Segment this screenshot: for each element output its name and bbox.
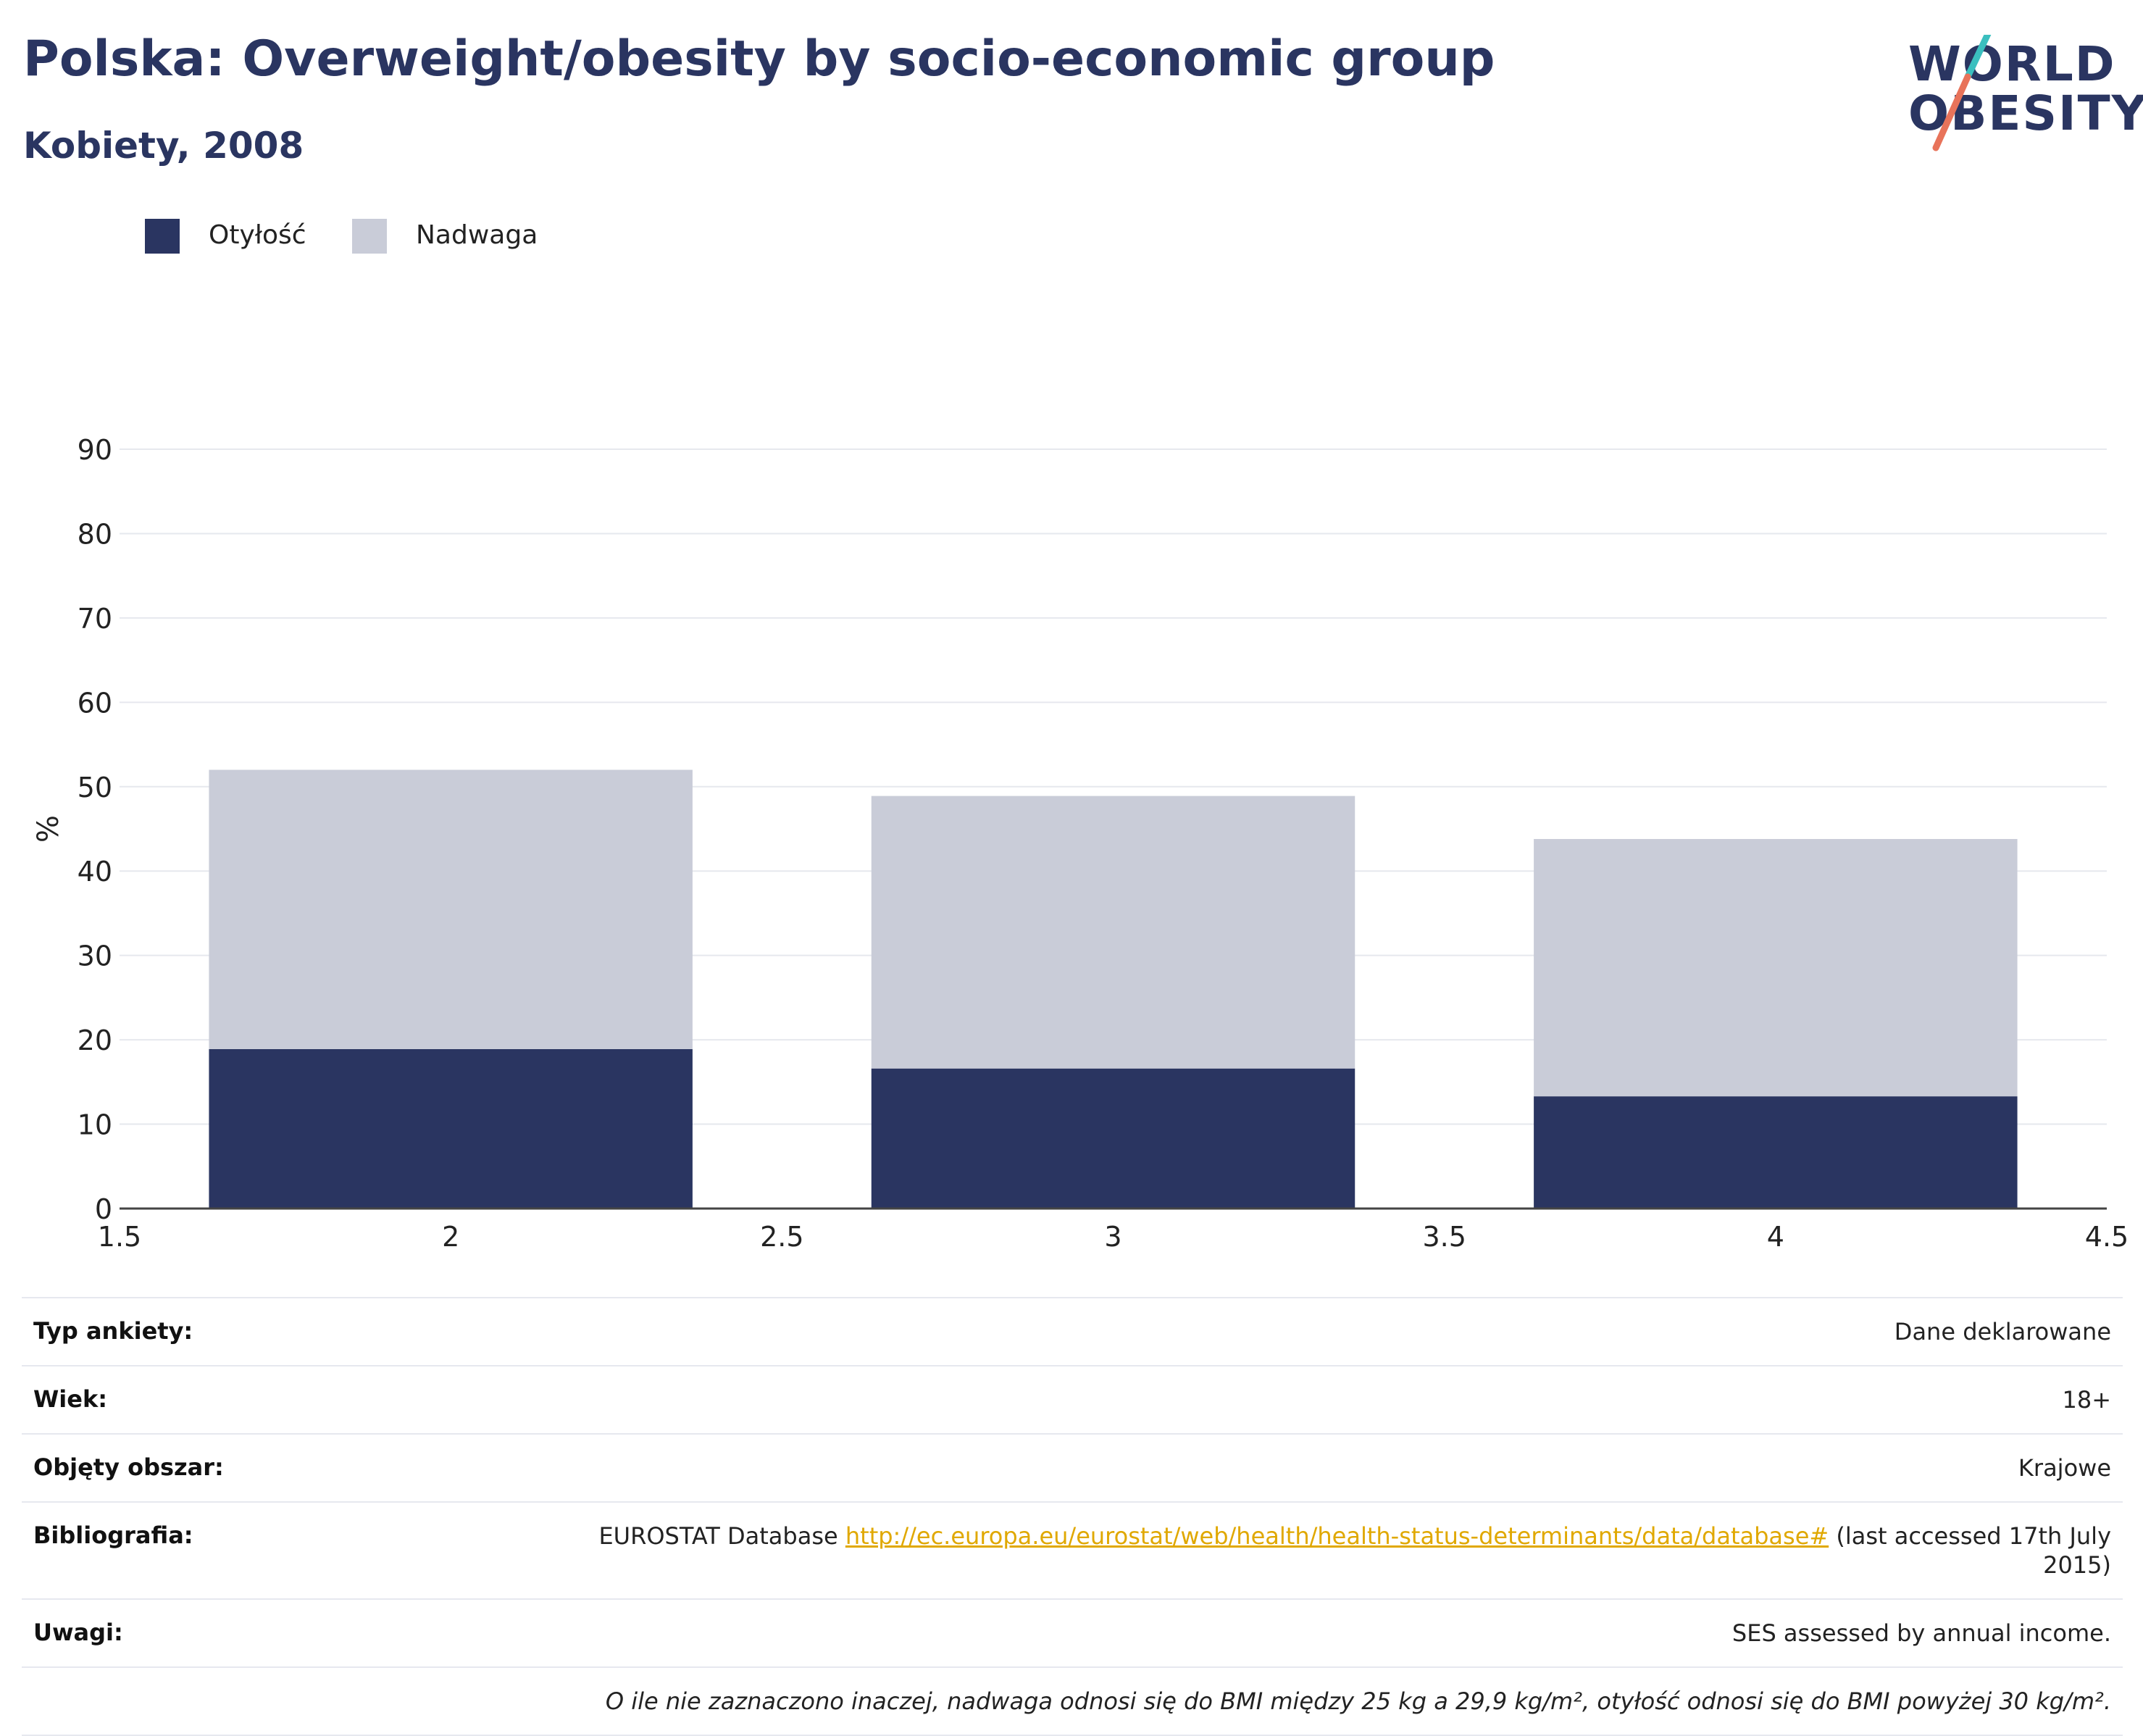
x-tick-label: 3 <box>1104 1221 1121 1253</box>
y-tick-label: 30 <box>78 940 112 972</box>
bar-overweight <box>209 769 693 1049</box>
info-value: SES assessed by annual income. <box>1731 1619 2111 1647</box>
logo-line-world: WORLD <box>1908 36 2116 92</box>
info-row-area: Objęty obszar: Krajowe <box>22 1433 2123 1501</box>
y-tick-label: 10 <box>78 1109 112 1141</box>
info-label: Uwagi: <box>33 1619 123 1646</box>
chart-title: Polska: Overweight/obesity by socio-econ… <box>23 30 1495 88</box>
info-value: Krajowe <box>2018 1454 2111 1482</box>
y-tick-label: 90 <box>78 434 112 466</box>
info-label: Objęty obszar: <box>33 1453 224 1481</box>
bar-obesity <box>209 1048 693 1209</box>
info-row-survey-type: Typ ankiety: Dane deklarowane <box>22 1297 2123 1365</box>
info-label: Wiek: <box>33 1385 108 1413</box>
x-tick-label: 1.5 <box>98 1221 141 1253</box>
y-tick-label: 50 <box>78 772 112 804</box>
bibliography-value: EUROSTAT Database http://ec.europa.eu/eu… <box>22 1503 2123 1598</box>
footnote: O ile nie zaznaczono inaczej, nadwaga od… <box>605 1687 2111 1715</box>
x-tick-label: 3.5 <box>1422 1221 1466 1253</box>
y-tick-label: 0 <box>95 1193 112 1225</box>
info-value: Dane deklarowane <box>1894 1318 2111 1345</box>
info-row-footnote: O ile nie zaznaczono inaczej, nadwaga od… <box>22 1666 2123 1735</box>
bar-obesity <box>1534 1096 2018 1209</box>
y-tick-label: 40 <box>78 856 112 888</box>
world-obesity-logo: WORLD OBESITY <box>1898 35 2143 158</box>
bar-overweight <box>871 796 1355 1069</box>
y-axis-label: % <box>32 815 65 843</box>
y-tick-label: 20 <box>78 1025 112 1056</box>
x-tick-label: 2.5 <box>760 1221 803 1253</box>
x-tick-label: 4.5 <box>2085 1221 2129 1253</box>
bar-chart: 0 10 20 30 40 50 60 70 80 90% 1.5 2 2.5 3 3.5 4 4.5 <box>32 434 2129 1253</box>
legend-swatch-obesity <box>145 219 180 254</box>
x-tick-label: 2 <box>442 1221 459 1253</box>
x-tick-label: 4 <box>1767 1221 1784 1253</box>
y-tick-label: 70 <box>78 603 112 635</box>
y-tick-label: 60 <box>78 687 112 719</box>
info-table: Typ ankiety: Dane deklarowane Wiek: 18+ … <box>22 1297 2123 1736</box>
info-row-age: Wiek: 18+ <box>22 1365 2123 1433</box>
bar-overweight <box>1534 838 2018 1097</box>
bibliography-link[interactable]: http://ec.europa.eu/eurostat/web/health/… <box>845 1522 1829 1550</box>
legend-swatch-overweight <box>352 219 387 254</box>
legend-label-overweight: Nadwaga <box>416 220 538 250</box>
info-label: Typ ankiety: <box>33 1317 193 1345</box>
bibliography-prefix: EUROSTAT Database <box>598 1522 845 1550</box>
info-row-bibliography: Bibliografia: EUROSTAT Database http://e… <box>22 1501 2123 1598</box>
chart-subtitle: Kobiety, 2008 <box>23 125 304 167</box>
legend-label-obesity: Otyłość <box>209 220 306 250</box>
bibliography-suffix: (last accessed 17th July 2015) <box>1829 1522 2111 1579</box>
logo-slash-icon <box>1932 35 1992 151</box>
bar-obesity <box>871 1068 1355 1209</box>
info-value: 18+ <box>2062 1386 2111 1414</box>
info-label: Bibliografia: <box>33 1522 193 1549</box>
y-tick-label: 80 <box>78 518 112 550</box>
info-row-notes: Uwagi: SES assessed by annual income. <box>22 1598 2123 1666</box>
